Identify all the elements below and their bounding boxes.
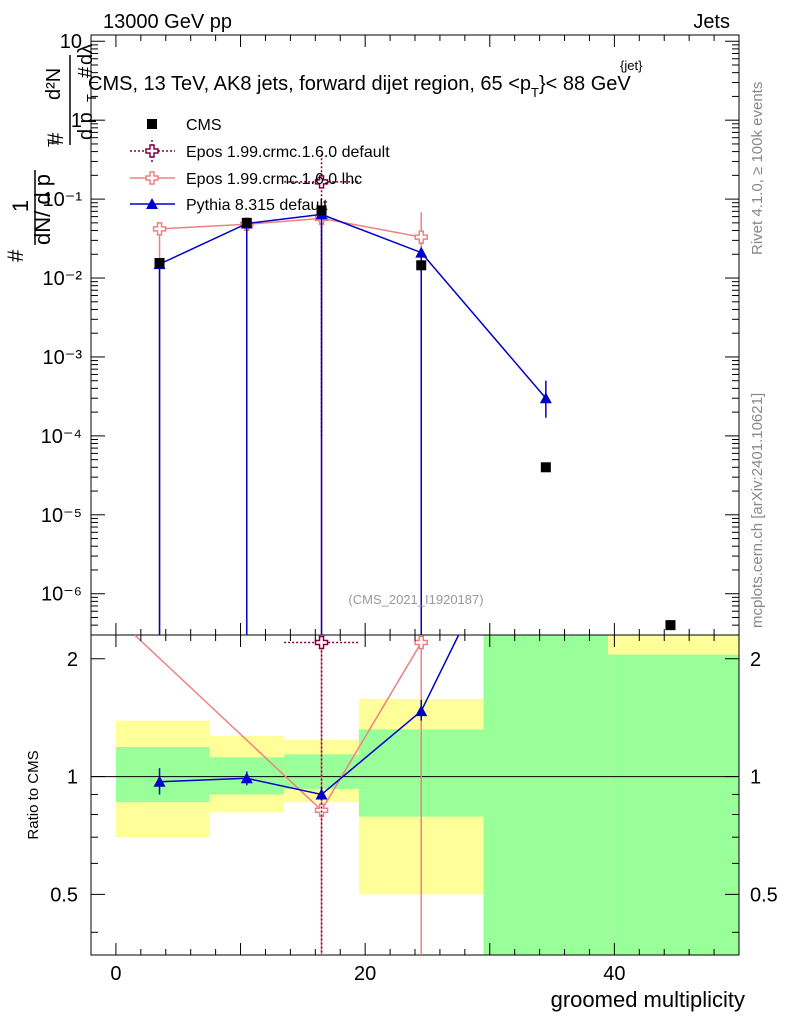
y-tick-label: 1 bbox=[71, 110, 82, 132]
epos-default-point bbox=[314, 175, 329, 189]
legend-marker-cross bbox=[145, 171, 159, 185]
y-label-hash2: # bbox=[43, 132, 68, 145]
ratio-pythia-point bbox=[315, 788, 328, 800]
legend-item: Epos 1.99.crmc.1.6.0 lhc bbox=[130, 171, 362, 188]
legend: CMS Epos 1.99.crmc.1.6.0 default Epos 1.99… bbox=[130, 117, 390, 214]
legend-label: CMS bbox=[186, 117, 222, 134]
y-tick-label: 10⁻³ bbox=[43, 347, 83, 369]
ratio-tick-label: 2 bbox=[67, 649, 78, 671]
y-tick-label: 10⁻⁵ bbox=[41, 505, 82, 527]
legend-label: Pythia 8.315 default bbox=[186, 197, 328, 214]
plot-title-main: CMS, 13 TeV, AK8 jets, forward dijet reg… bbox=[88, 73, 531, 95]
data-marks bbox=[134, 154, 676, 955]
axis-ticks: 0 20 40 10 1 10⁻¹ 10⁻² 10⁻³ 10⁻⁴ 10⁻⁵ 10⁻⁶ 0.5 0.5 1 1… bbox=[41, 31, 778, 985]
ratio-tick-label-right: 1 bbox=[750, 767, 761, 789]
header-right: Jets bbox=[693, 11, 730, 33]
y-tick-label: 10⁻² bbox=[43, 268, 83, 290]
ratio-pythia-point bbox=[153, 775, 166, 787]
ratio-bands bbox=[115, 635, 739, 955]
watermark: (CMS_2021_I1920187) bbox=[348, 592, 483, 607]
band-group bbox=[115, 635, 739, 955]
y-label-d2n: d²N bbox=[43, 68, 65, 100]
y-label-dpt: d p bbox=[75, 112, 97, 140]
legend-item: Epos 1.99.crmc.1.6.0 default bbox=[130, 140, 390, 162]
mcplots-credit: mcplots.cern.ch [arXiv:2401.10621] bbox=[749, 393, 766, 628]
header-left: 13000 GeV pp bbox=[103, 11, 232, 33]
y-label-dlambda: dλ bbox=[75, 44, 97, 65]
epos-lhc-line bbox=[159, 217, 422, 238]
y-axis-label: # 1 dN/ d p T # d p T # d²N dλ bbox=[3, 44, 99, 262]
x-tick-label: 20 bbox=[354, 963, 376, 985]
ratio-tick-label-right: 2 bbox=[750, 649, 761, 671]
y-tick-label: 10 bbox=[60, 31, 82, 53]
legend-label: Epos 1.99.crmc.1.6.0 default bbox=[186, 144, 390, 161]
green-band bbox=[608, 654, 739, 955]
y-label-sub1: T bbox=[45, 139, 60, 147]
legend-marker-triangle bbox=[146, 198, 158, 209]
top-series bbox=[152, 154, 676, 635]
x-tick-label: 40 bbox=[603, 963, 625, 985]
epos-lhc-point bbox=[414, 230, 428, 244]
green-band bbox=[483, 635, 609, 955]
y-tick-label: 10⁻⁴ bbox=[41, 426, 82, 448]
y-label-sub2: T bbox=[84, 94, 99, 102]
y-label-dn-dpt: dN/ d p bbox=[30, 174, 55, 245]
green-band bbox=[115, 747, 210, 803]
x-tick-label: 0 bbox=[110, 963, 121, 985]
legend-label: Epos 1.99.crmc.1.6.0 lhc bbox=[186, 171, 362, 188]
cms-point bbox=[316, 205, 327, 216]
epos-lhc-point bbox=[152, 222, 167, 236]
ratio-y-label: Ratio to CMS bbox=[25, 750, 42, 839]
pythia-point bbox=[539, 392, 552, 404]
ratio-tick-label: 1 bbox=[67, 767, 78, 789]
y-tick-label: 10⁻¹ bbox=[43, 189, 83, 211]
rivet-version: Rivet 4.1.0, ≥ 100k events bbox=[749, 82, 766, 255]
plot-title-sub: T bbox=[531, 85, 539, 100]
cms-point bbox=[665, 620, 676, 631]
plot-title-end: }< 88 GeV bbox=[539, 73, 631, 95]
ratio-pythia-point bbox=[240, 772, 253, 784]
legend-item: CMS bbox=[147, 117, 222, 134]
pythia-line bbox=[159, 213, 547, 399]
y-label-hash3: # bbox=[75, 66, 97, 78]
y-label-one: 1 bbox=[8, 200, 33, 212]
cms-point bbox=[154, 258, 165, 269]
plot-title-sup: {jet} bbox=[620, 58, 643, 73]
legend-marker-cross bbox=[145, 144, 159, 158]
cms-point bbox=[540, 462, 551, 473]
y-label-hash1: # bbox=[3, 249, 28, 262]
legend-item: Pythia 8.315 default bbox=[130, 197, 328, 214]
y-tick-label: 10⁻⁶ bbox=[41, 584, 82, 606]
x-axis-label: groomed multiplicity bbox=[551, 987, 745, 1012]
ratio-epos-default-point bbox=[314, 635, 329, 650]
plot-title: CMS, 13 TeV, AK8 jets, forward dijet reg… bbox=[88, 73, 631, 100]
ratio-epos-lhc-point bbox=[314, 803, 329, 818]
pythia-point bbox=[415, 246, 428, 258]
ratio-tick-label: 0.5 bbox=[50, 884, 78, 906]
ratio-epos-lhc-point bbox=[414, 635, 428, 650]
ratio-tick-label-right: 0.5 bbox=[750, 884, 778, 906]
ratio-pythia-point bbox=[415, 705, 428, 717]
cms-point bbox=[241, 217, 252, 228]
legend-marker-square bbox=[147, 119, 157, 129]
cms-point bbox=[416, 260, 427, 271]
ratio-series bbox=[134, 635, 460, 955]
